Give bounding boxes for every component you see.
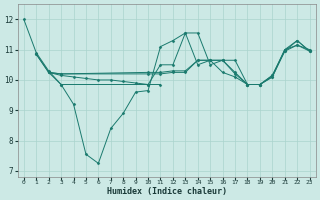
- X-axis label: Humidex (Indice chaleur): Humidex (Indice chaleur): [107, 187, 227, 196]
